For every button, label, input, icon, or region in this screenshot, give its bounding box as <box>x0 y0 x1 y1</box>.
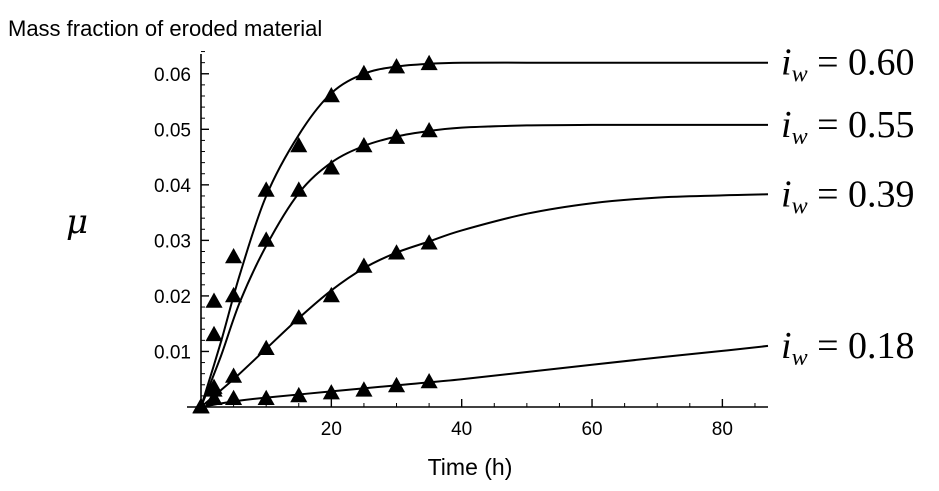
data-point-triangle <box>322 159 340 175</box>
y-tick-label: 0.02 <box>154 287 191 308</box>
y-tick-label: 0.05 <box>154 120 191 141</box>
data-point-triangle <box>290 181 308 197</box>
x-tick-label: 40 <box>451 419 472 440</box>
data-point-triangle <box>388 58 406 74</box>
data-point-triangle <box>290 137 308 153</box>
series-label-4: iw = 0.18 <box>781 325 915 371</box>
data-point-triangle <box>420 122 438 138</box>
data-point-triangle <box>225 389 243 405</box>
data-point-triangle <box>205 389 223 405</box>
data-point-triangle <box>322 87 340 103</box>
y-tick-label: 0.06 <box>154 65 191 86</box>
x-axis-label: Time (h) <box>428 454 513 480</box>
data-point-triangle <box>257 231 275 247</box>
x-tick-label: 80 <box>712 419 733 440</box>
y-tick-label: 0.03 <box>154 231 191 252</box>
data-point-triangle <box>205 325 223 342</box>
x-tick-label: 20 <box>321 419 342 440</box>
data-point-triangle <box>225 248 243 264</box>
data-point-triangle <box>205 381 223 397</box>
data-point-triangle <box>355 64 373 81</box>
data-markers <box>192 54 438 414</box>
data-point-triangle <box>420 234 438 250</box>
series-labels: iw = 0.60 iw = 0.55 iw = 0.39 iw = 0.18 <box>781 42 915 371</box>
data-point-triangle <box>322 286 340 303</box>
y-tick-label: 0.01 <box>154 342 191 363</box>
series-label-2: iw = 0.55 <box>781 104 915 150</box>
data-point-triangle <box>192 398 210 414</box>
data-point-triangle <box>355 381 373 397</box>
data-point-triangle <box>322 384 340 400</box>
data-point-triangle <box>290 309 308 325</box>
data-point-triangle <box>290 386 308 403</box>
fit-curve-series-4 <box>200 344 769 408</box>
data-point-triangle <box>420 54 438 71</box>
data-point-triangle <box>205 292 223 308</box>
series-label-1: iw = 0.60 <box>781 42 915 88</box>
fit-curve-series-3 <box>200 193 769 408</box>
data-point-triangle <box>388 128 406 144</box>
data-point-triangle <box>225 286 243 303</box>
series-label-3: iw = 0.39 <box>781 173 915 219</box>
data-point-triangle <box>355 257 373 273</box>
x-tick-label: 60 <box>581 419 602 440</box>
data-point-triangle <box>388 376 406 393</box>
data-point-triangle <box>257 389 275 405</box>
chart-title: Mass fraction of eroded material <box>8 16 322 41</box>
fit-curve-series-2 <box>200 123 769 408</box>
data-point-triangle <box>257 181 275 197</box>
data-point-triangle <box>355 137 373 153</box>
data-point-triangle <box>420 373 438 389</box>
axes: 0.01 0.02 0.03 0.04 0.05 0.06 20 40 60 80 <box>154 51 768 440</box>
data-point-triangle <box>225 367 243 383</box>
data-point-triangle <box>388 244 406 260</box>
fit-curves <box>200 61 769 408</box>
y-tick-label: 0.04 <box>154 176 191 197</box>
y-axis-label: μ <box>66 202 88 242</box>
data-point-triangle <box>257 339 275 355</box>
